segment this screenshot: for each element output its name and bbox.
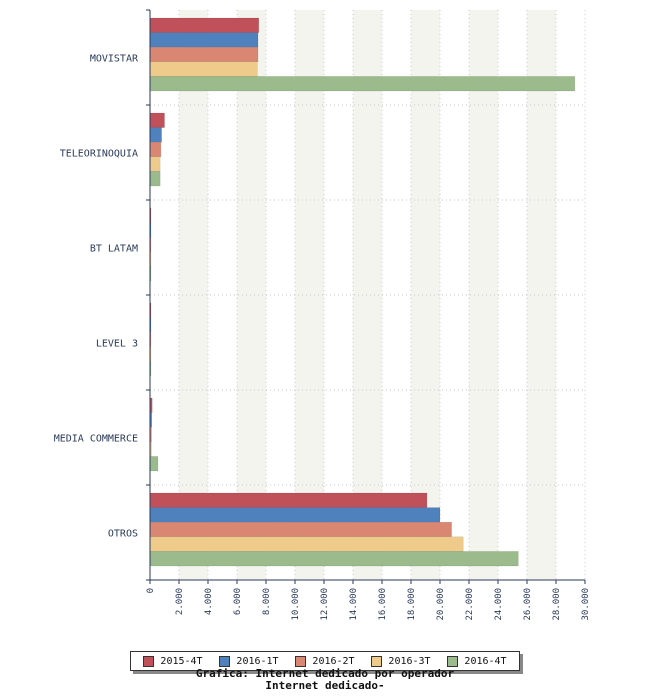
category-label: MOVISTAR	[90, 54, 139, 65]
chart-legend: 2015-4T 2016-1T 2016-2T 2016-3T 2016-4T	[130, 651, 520, 671]
bar-otros-2015-4t	[149, 492, 428, 508]
x-tick-label: 14.000	[349, 588, 359, 621]
legend-swatch	[371, 655, 383, 667]
x-tick-label: 0	[146, 588, 156, 593]
category-label: LEVEL 3	[96, 339, 138, 350]
x-tick-label: 16.000	[378, 588, 388, 621]
legend-swatch	[219, 655, 231, 667]
legend-label: 2016-4T	[464, 655, 507, 667]
x-tick-label: 28.000	[552, 588, 562, 621]
bar-otros-2016-3t	[149, 536, 464, 552]
bar-movistar-2016-3t	[149, 61, 258, 77]
grid-band	[353, 10, 382, 580]
legend-label: 2016-3T	[388, 655, 431, 667]
chart-area: MOVISTAR TELEORINOQUIA BT LATAM LEVEL 3 MEDI…	[54, 9, 591, 621]
bar-otros-2016-4t	[149, 551, 519, 567]
x-tick-label: 4.000	[204, 588, 214, 615]
legend-label: 2015-4T	[160, 655, 203, 667]
legend-item: 2016-1T	[219, 655, 279, 667]
category-label: MEDIA COMMERCE	[54, 434, 138, 445]
legend-swatch	[447, 655, 459, 667]
x-tick-label: 20.000	[436, 588, 446, 621]
x-tick-label: 10.000	[291, 588, 301, 621]
x-tick-label: 24.000	[494, 588, 504, 621]
bar-otros-2016-1t	[149, 507, 441, 523]
bar-movistar-2016-1t	[149, 32, 259, 48]
grid-band	[469, 10, 498, 580]
x-tick-label: 12.000	[320, 588, 330, 621]
x-tick-label: 8.000	[262, 588, 272, 615]
bar-teleorinoquia-2016-2t	[149, 141, 162, 158]
bar-movistar-2016-4t	[149, 76, 576, 92]
bar-teleorinoquia-2016-1t	[149, 127, 162, 143]
x-tick-label: 22.000	[465, 588, 475, 621]
legend-label: 2016-2T	[312, 655, 355, 667]
grid-band	[179, 10, 208, 580]
category-label: BT LATAM	[90, 244, 138, 255]
x-tick-label: 18.000	[407, 588, 417, 621]
bar-movistar-2015-4t	[149, 17, 259, 33]
grid-band	[295, 10, 324, 580]
grid-band	[411, 10, 440, 580]
bar-teleorinoquia-2016-4t	[149, 171, 161, 187]
legend-label: 2016-1T	[236, 655, 279, 667]
x-tick-label: 2.000	[175, 588, 185, 615]
bar-teleorinoquia-2016-3t	[149, 156, 161, 172]
legend-item: 2016-2T	[295, 655, 355, 667]
chart-titles: Grafica: Internet dedicado por operador …	[0, 668, 650, 692]
legend-item: 2016-3T	[371, 655, 431, 667]
x-tick-label: 30.000	[581, 588, 591, 621]
grid-band	[237, 10, 266, 580]
bar-movistar-2016-2t	[149, 46, 259, 63]
category-label: TELEORINOQUIA	[60, 149, 138, 160]
category-label: OTROS	[108, 529, 138, 540]
legend-swatch	[143, 655, 155, 667]
chart-subtitle: Internet dedicado-	[265, 679, 385, 692]
legend-item: 2015-4T	[143, 655, 203, 667]
bar-teleorinoquia-2015-4t	[149, 112, 165, 128]
bar-media-commerce-2016-4t	[149, 456, 159, 472]
grid-band	[527, 10, 556, 580]
x-tick-label: 26.000	[523, 588, 533, 621]
x-tick-label: 6.000	[233, 588, 243, 615]
legend-item: 2016-4T	[447, 655, 507, 667]
chart-title: Grafica: Internet dedicado por operador	[195, 667, 455, 680]
bar-otros-2016-2t	[149, 521, 452, 538]
legend-swatch	[295, 655, 307, 667]
